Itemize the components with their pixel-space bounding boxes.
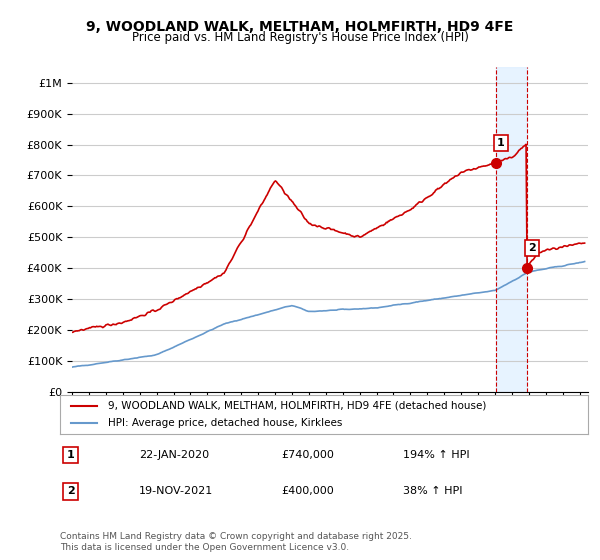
Text: 2: 2 xyxy=(67,487,74,496)
Text: £740,000: £740,000 xyxy=(282,450,335,460)
Text: 19-NOV-2021: 19-NOV-2021 xyxy=(139,487,214,496)
Text: 22-JAN-2020: 22-JAN-2020 xyxy=(139,450,209,460)
Text: Contains HM Land Registry data © Crown copyright and database right 2025.
This d: Contains HM Land Registry data © Crown c… xyxy=(60,532,412,552)
Text: Price paid vs. HM Land Registry's House Price Index (HPI): Price paid vs. HM Land Registry's House … xyxy=(131,31,469,44)
Bar xyxy=(496,67,527,392)
Text: HPI: Average price, detached house, Kirklees: HPI: Average price, detached house, Kirk… xyxy=(107,418,342,428)
Text: 2: 2 xyxy=(528,243,536,253)
Text: 38% ↑ HPI: 38% ↑ HPI xyxy=(403,487,463,496)
Text: 1: 1 xyxy=(497,138,505,148)
Text: 194% ↑ HPI: 194% ↑ HPI xyxy=(403,450,470,460)
Text: £400,000: £400,000 xyxy=(282,487,335,496)
Text: 9, WOODLAND WALK, MELTHAM, HOLMFIRTH, HD9 4FE (detached house): 9, WOODLAND WALK, MELTHAM, HOLMFIRTH, HD… xyxy=(107,401,486,411)
Text: 1: 1 xyxy=(67,450,74,460)
Text: 9, WOODLAND WALK, MELTHAM, HOLMFIRTH, HD9 4FE: 9, WOODLAND WALK, MELTHAM, HOLMFIRTH, HD… xyxy=(86,20,514,34)
